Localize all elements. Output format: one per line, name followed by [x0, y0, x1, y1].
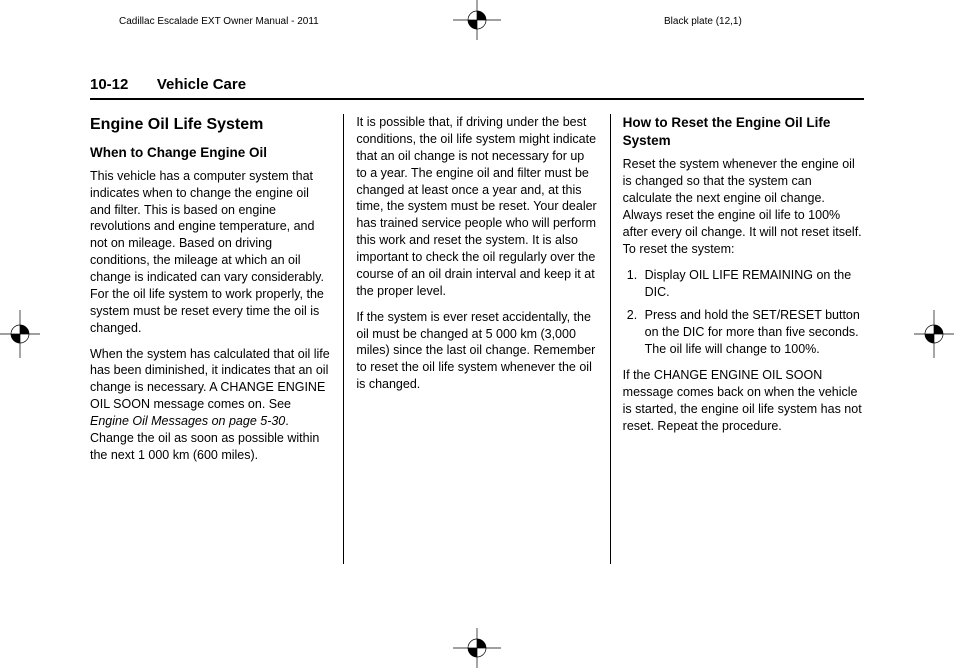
registration-mark-bottom: [447, 628, 507, 668]
page-number: 10-12: [90, 76, 128, 93]
crosshair-icon: [914, 304, 954, 364]
body-paragraph: This vehicle has a computer system that …: [90, 168, 331, 337]
procedure-step: Press and hold the SET/RESET button on t…: [641, 307, 864, 358]
crosshair-icon: [447, 628, 507, 668]
print-header: Cadillac Escalade EXT Owner Manual - 201…: [0, 10, 954, 40]
manual-title: Cadillac Escalade EXT Owner Manual - 201…: [119, 16, 319, 27]
subsection-title: When to Change Engine Oil: [90, 144, 331, 162]
column-2: It is possible that, if driving under th…: [343, 114, 609, 564]
column-3: How to Reset the Engine Oil Life System …: [610, 114, 864, 564]
column-1: Engine Oil Life System When to Change En…: [90, 114, 343, 564]
registration-mark-left: [0, 304, 40, 364]
crosshair-icon: [0, 304, 40, 364]
page-header: 10-12 Vehicle Care: [90, 76, 864, 100]
body-paragraph: It is possible that, if driving under th…: [356, 114, 597, 300]
page-content: 10-12 Vehicle Care Engine Oil Life Syste…: [90, 60, 864, 608]
body-paragraph: If the CHANGE ENGINE OIL SOON message co…: [623, 367, 864, 435]
page-section-title: Vehicle Care: [157, 76, 246, 93]
cross-reference: Engine Oil Messages on page 5‑30: [90, 414, 285, 428]
procedure-step: Display OIL LIFE REMAINING on the DIC.: [641, 267, 864, 301]
subsection-title: How to Reset the Engine Oil Life System: [623, 114, 864, 150]
body-paragraph: Reset the system whenever the engine oil…: [623, 156, 864, 257]
procedure-list: Display OIL LIFE REMAINING on the DIC. P…: [623, 267, 864, 358]
body-paragraph: If the system is ever reset accidentally…: [356, 309, 597, 393]
content-columns: Engine Oil Life System When to Change En…: [90, 114, 864, 564]
plate-info: Black plate (12,1): [664, 16, 742, 27]
registration-mark-right: [914, 304, 954, 364]
section-title: Engine Oil Life System: [90, 114, 331, 136]
body-paragraph: When the system has calculated that oil …: [90, 346, 331, 464]
body-text: When the system has calculated that oil …: [90, 347, 330, 412]
